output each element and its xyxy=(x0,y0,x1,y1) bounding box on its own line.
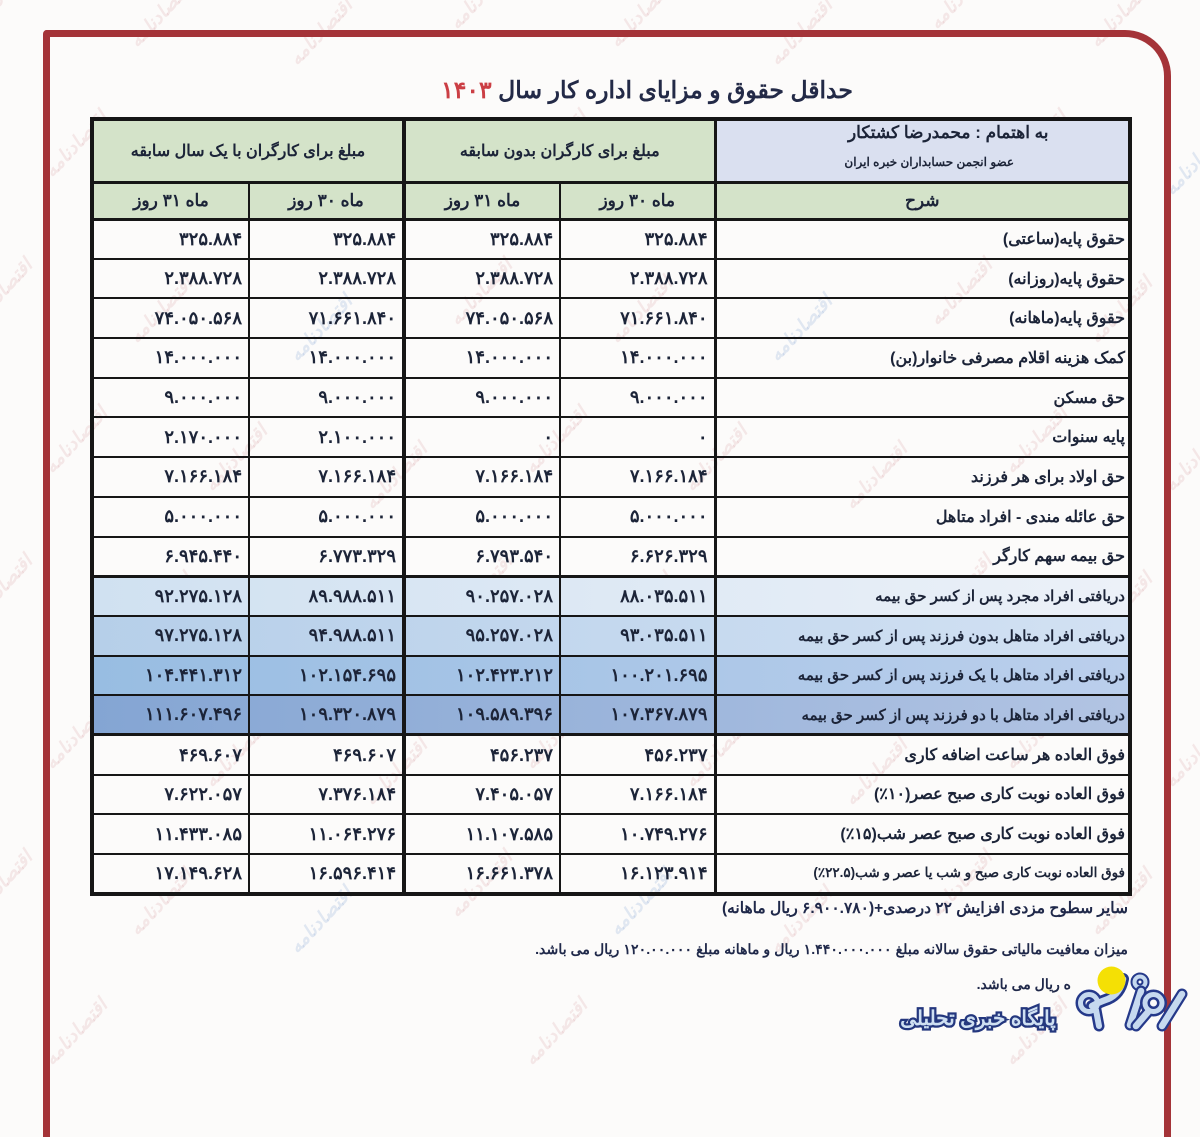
svg-text:پایگاه خبری تحلیلی: پایگاه خبری تحلیلی xyxy=(900,1006,1056,1031)
